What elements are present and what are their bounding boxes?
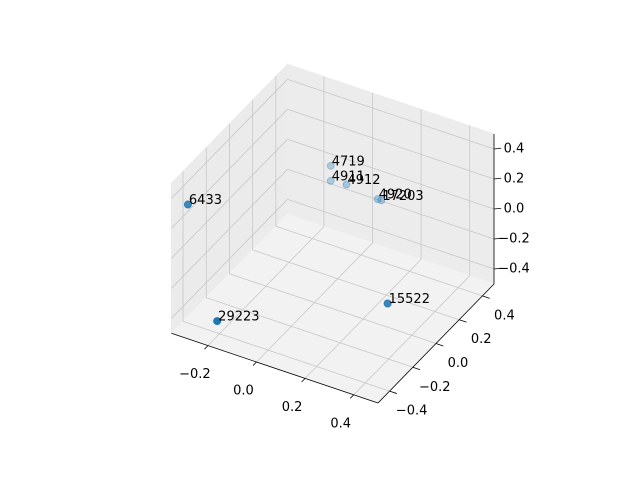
x-tick-label: 0.0	[233, 384, 254, 399]
grid-line	[287, 78, 495, 150]
z-tick-label: −0.4	[498, 262, 530, 277]
grid-line	[171, 169, 288, 289]
tick-mark	[493, 147, 502, 150]
tick-mark	[459, 319, 467, 323]
grid-line	[206, 297, 413, 368]
point-label: 4911	[332, 169, 365, 184]
point-label: 15522	[389, 292, 430, 307]
x-tick-label: 0.4	[330, 416, 351, 431]
tick-mark	[493, 207, 502, 210]
point-label: 4912	[347, 173, 380, 188]
grid-line	[252, 249, 460, 321]
y-tick-label: −0.4	[396, 404, 428, 419]
point-label: 4719	[332, 154, 365, 169]
point	[326, 161, 335, 170]
grid-line	[287, 168, 495, 240]
grid-line	[287, 198, 495, 270]
point	[377, 196, 386, 205]
y-tick-label: 0.2	[471, 332, 492, 347]
grid-line	[182, 321, 390, 392]
tick-mark	[412, 366, 421, 371]
z-tick-label: 0.0	[504, 202, 525, 217]
grid-line	[171, 139, 288, 259]
y-tick-label: −0.2	[419, 380, 451, 395]
point	[183, 200, 192, 209]
point	[383, 299, 392, 308]
axis-line	[377, 283, 495, 404]
grid-line	[171, 199, 288, 319]
tick-mark	[349, 394, 354, 399]
tick-mark	[389, 390, 398, 394]
point	[373, 195, 382, 204]
point	[213, 317, 222, 326]
z-tick-label: 0.4	[504, 142, 525, 157]
y-tick-label: 0.0	[448, 356, 469, 371]
point-label: 29223	[218, 310, 259, 325]
tick-mark	[493, 237, 502, 240]
grid-line	[229, 273, 437, 344]
axis-line	[171, 332, 379, 404]
grid-line	[287, 138, 495, 210]
grid-line	[275, 225, 483, 297]
x-tick-label: −0.2	[179, 367, 211, 382]
point-label: 17203	[382, 189, 423, 204]
z-tick-label: 0.2	[504, 172, 525, 187]
point-label: 6433	[189, 193, 222, 208]
y-tick-label: 0.4	[494, 308, 515, 323]
point	[342, 180, 351, 189]
grid-line	[171, 109, 288, 229]
grid-line	[171, 79, 288, 199]
point-label: 4920	[379, 188, 412, 203]
grid-line	[287, 108, 495, 180]
tick-mark	[493, 267, 502, 270]
tick-mark	[204, 345, 209, 350]
point	[326, 176, 335, 185]
tick-mark	[252, 361, 257, 366]
tick-mark	[493, 177, 502, 180]
tick-mark	[482, 295, 490, 299]
tick-mark	[301, 378, 306, 383]
z-tick-label: −0.2	[498, 232, 530, 247]
x-tick-label: 0.2	[282, 400, 303, 415]
tick-mark	[435, 343, 444, 347]
